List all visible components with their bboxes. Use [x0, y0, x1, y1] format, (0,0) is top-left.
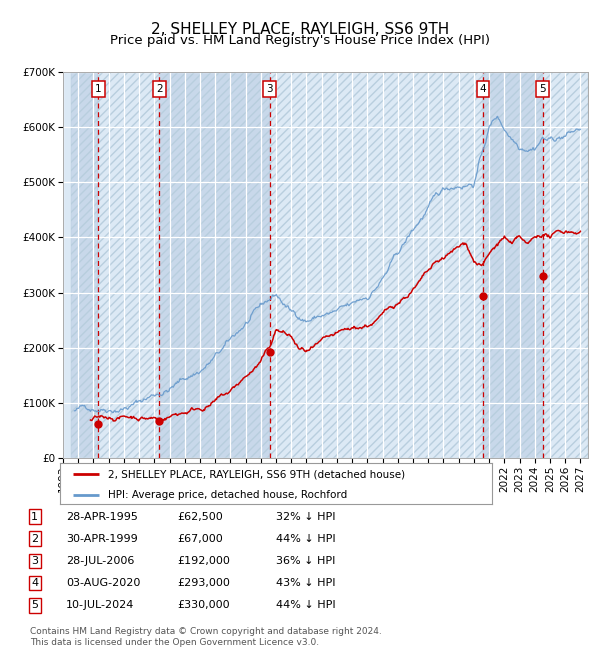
Bar	[71, 72, 98, 458]
Text: 5: 5	[539, 84, 546, 94]
Text: 10-JUL-2024: 10-JUL-2024	[66, 600, 134, 610]
Text: 03-AUG-2020: 03-AUG-2020	[66, 578, 140, 588]
Text: 44% ↓ HPI: 44% ↓ HPI	[276, 600, 335, 610]
Text: 43% ↓ HPI: 43% ↓ HPI	[276, 578, 335, 588]
Text: 32% ↓ HPI: 32% ↓ HPI	[276, 512, 335, 522]
Bar	[542, 72, 588, 458]
Text: 2: 2	[31, 534, 38, 544]
Text: 36% ↓ HPI: 36% ↓ HPI	[276, 556, 335, 566]
Text: 2, SHELLEY PLACE, RAYLEIGH, SS6 9TH: 2, SHELLEY PLACE, RAYLEIGH, SS6 9TH	[151, 21, 449, 37]
Text: 3: 3	[31, 556, 38, 566]
Bar	[483, 72, 542, 458]
Text: £330,000: £330,000	[177, 600, 230, 610]
Bar	[160, 72, 269, 458]
Text: 28-APR-1995: 28-APR-1995	[66, 512, 138, 522]
Text: 4: 4	[31, 578, 38, 588]
Text: 2: 2	[156, 84, 163, 94]
Bar	[269, 72, 483, 458]
Text: 1: 1	[95, 84, 101, 94]
Text: 1: 1	[31, 512, 38, 522]
Text: 28-JUL-2006: 28-JUL-2006	[66, 556, 134, 566]
Bar	[269, 72, 483, 458]
Text: £192,000: £192,000	[177, 556, 230, 566]
Text: 30-APR-1999: 30-APR-1999	[66, 534, 138, 544]
Text: 4: 4	[479, 84, 486, 94]
Text: 2, SHELLEY PLACE, RAYLEIGH, SS6 9TH (detached house): 2, SHELLEY PLACE, RAYLEIGH, SS6 9TH (det…	[107, 469, 404, 479]
Bar	[71, 72, 98, 458]
Text: HPI: Average price, detached house, Rochford: HPI: Average price, detached house, Roch…	[107, 490, 347, 500]
Bar	[98, 72, 160, 458]
Bar	[483, 72, 542, 458]
Text: 5: 5	[31, 600, 38, 610]
Bar	[542, 72, 588, 458]
Text: 44% ↓ HPI: 44% ↓ HPI	[276, 534, 335, 544]
Text: 3: 3	[266, 84, 273, 94]
Bar	[160, 72, 269, 458]
Bar	[98, 72, 160, 458]
Text: Contains HM Land Registry data © Crown copyright and database right 2024.
This d: Contains HM Land Registry data © Crown c…	[30, 627, 382, 647]
Text: Price paid vs. HM Land Registry's House Price Index (HPI): Price paid vs. HM Land Registry's House …	[110, 34, 490, 47]
Text: £67,000: £67,000	[177, 534, 223, 544]
Text: £293,000: £293,000	[177, 578, 230, 588]
Text: £62,500: £62,500	[177, 512, 223, 522]
